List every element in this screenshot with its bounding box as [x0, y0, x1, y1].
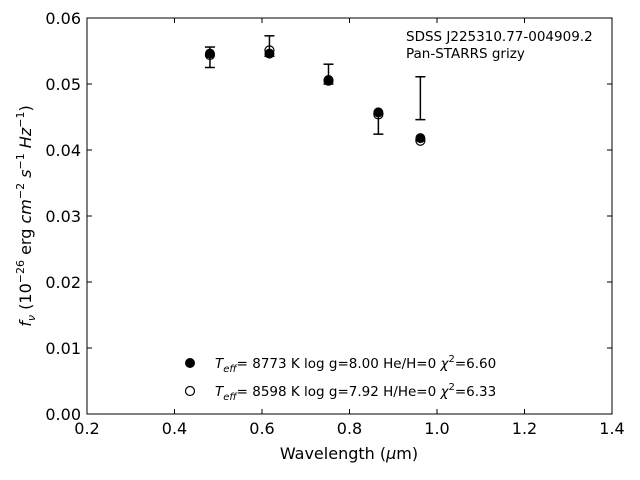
legend: Teff= 8773 K log g=8.00 He/H=0 χ2=6.60 T…: [184, 354, 496, 403]
x-tick-label: 1.2: [512, 419, 537, 438]
x-tick-label: 0.6: [249, 419, 274, 438]
y-tick-label: 0.00: [45, 405, 81, 424]
y-axis-label: fν (10−26 erg cm−2 s−1 Hz−1): [14, 105, 38, 326]
y-tick-label: 0.03: [45, 207, 81, 226]
legend-entry-model-1: Teff= 8773 K log g=8.00 He/H=0 χ2=6.60: [215, 354, 496, 375]
x-tick-label: 0.8: [337, 419, 362, 438]
model-point-open: [373, 109, 384, 120]
legend-entry-model-2: Teff= 8598 K log g=7.92 H/He=0 χ2=6.33: [215, 382, 496, 403]
x-tick-label: 1.4: [599, 419, 624, 438]
plot-frame: [86, 17, 613, 415]
model-point-open: [323, 75, 334, 86]
model-point-filled: [373, 107, 384, 118]
point-layer: [204, 45, 426, 146]
model-point-open: [264, 45, 275, 56]
model-point-open: [204, 49, 216, 61]
y-tick-label: 0.02: [45, 273, 81, 292]
model-point-filled: [415, 133, 426, 144]
survey-annotation: Pan-STARRS grizy: [406, 46, 525, 62]
y-tick-label: 0.01: [45, 339, 81, 358]
y-tick-label: 0.05: [45, 75, 81, 94]
y-tick-label: 0.04: [45, 141, 81, 160]
x-tick-label: 0.2: [74, 419, 99, 438]
x-tick-label: 0.4: [162, 419, 187, 438]
legend-marker-filled: [185, 358, 195, 368]
ticks-layer: 0.2 0.4 0.6 0.8 1.0 1.2 1.4 0.00 0.01 0.02 0.03 0.0…: [45, 9, 624, 438]
legend-marker-open: [184, 385, 196, 397]
observed-errorbar: [415, 75, 426, 121]
object-name-annotation: SDSS J225310.77-004909.2: [406, 29, 593, 45]
model-point-filled: [264, 48, 275, 59]
x-tick-label: 1.0: [424, 419, 449, 438]
model-point-open: [415, 135, 426, 146]
x-axis-label: Wavelength (μm): [280, 444, 418, 463]
y-tick-label: 0.06: [45, 9, 81, 28]
